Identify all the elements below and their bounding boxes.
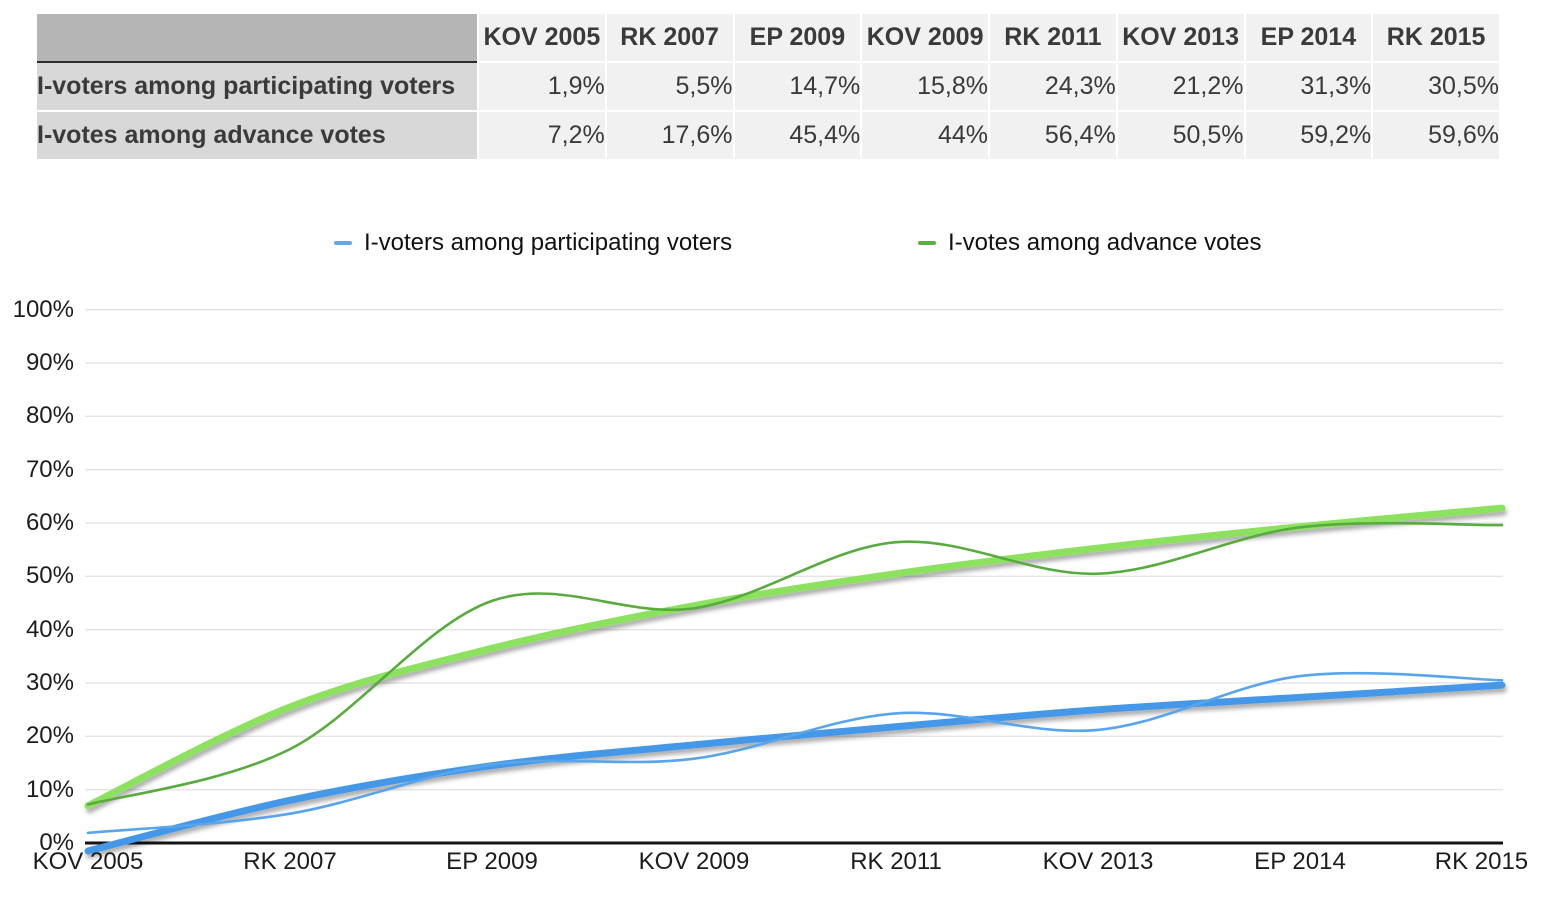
y-axis-label: 90% (25, 349, 74, 376)
table-cell: 30,5% (1373, 63, 1499, 110)
legend-label: I-voters among participating voters (364, 229, 733, 256)
series-line-1 (86, 521, 1504, 806)
legend-item-participating: I-voters among participating voters (334, 229, 732, 257)
x-axis-label: KOV 2013 (1042, 848, 1154, 875)
table-cell: 24,3% (990, 63, 1116, 110)
y-axis-label: 10% (25, 775, 74, 803)
table-cell: 21,2% (1117, 63, 1244, 110)
table-row: I-voters among participating voters 1,9%… (37, 63, 1499, 110)
y-axis-label: 80% (25, 402, 74, 430)
x-axis-label: EP 2014 (1254, 848, 1346, 875)
row-label-participating: I-voters among participating voters (37, 63, 477, 110)
series-line-0 (86, 671, 1504, 835)
table-cell: 17,6% (606, 112, 733, 159)
col-header-rk2007: RK 2007 (606, 14, 733, 61)
legend-label: I-votes among advance votes (948, 229, 1262, 256)
legend-item-advance: I-votes among advance votes (918, 229, 1262, 257)
y-axis-label: 100% (12, 295, 74, 323)
x-axis-label: RK 2015 (1434, 848, 1529, 875)
table-cell: 7,2% (479, 112, 605, 159)
table-cell: 14,7% (734, 63, 861, 110)
table-row: I-votes among advance votes 7,2% 17,6% 4… (37, 112, 1499, 159)
trend-line-0 (84, 681, 1506, 855)
x-axis-label: KOV 2009 (638, 848, 750, 875)
y-axis-label: 0% (39, 829, 74, 856)
table-cell: 1,9% (479, 63, 605, 110)
y-axis-label: 20% (25, 722, 74, 750)
col-header-kov2005: KOV 2005 (479, 14, 605, 61)
x-axis-label: RK 2011 (850, 848, 942, 875)
col-header-kov2013: KOV 2013 (1117, 14, 1244, 61)
col-header-rk2011: RK 2011 (990, 14, 1116, 61)
col-header-kov2009: KOV 2009 (862, 14, 988, 61)
x-axis-label: KOV 2005 (32, 848, 144, 875)
col-header-rk2015: RK 2015 (1373, 14, 1499, 61)
y-axis-label: 40% (25, 615, 74, 643)
x-axis-label: EP 2009 (446, 848, 538, 875)
corner-cell (37, 14, 477, 61)
table-cell: 5,5% (606, 63, 733, 110)
table-cell: 45,4% (734, 112, 861, 159)
ivoting-stats-table: KOV 2005 RK 2007 EP 2009 KOV 2009 RK 201… (35, 12, 1501, 161)
trend-line-1 (84, 504, 1506, 810)
y-axis-label: 30% (25, 669, 74, 696)
legend-dash-blue-icon (334, 241, 352, 245)
y-axis-label: 70% (25, 455, 74, 483)
col-header-ep2014: EP 2014 (1245, 14, 1372, 61)
col-header-ep2009: EP 2009 (734, 14, 861, 61)
table-header-row: KOV 2005 RK 2007 EP 2009 KOV 2009 RK 201… (37, 14, 1499, 61)
table-cell: 50,5% (1117, 112, 1244, 159)
legend-dash-green-icon (918, 241, 936, 245)
line-chart (84, 308, 1506, 855)
table-cell: 15,8% (862, 63, 988, 110)
x-axis-label: RK 2007 (243, 848, 337, 875)
y-axis-label: 60% (25, 509, 74, 536)
table-cell: 59,2% (1245, 112, 1372, 159)
table-cell: 31,3% (1245, 63, 1372, 110)
row-label-advance: I-votes among advance votes (37, 112, 477, 159)
table-cell: 44% (862, 112, 988, 159)
y-axis-label: 50% (25, 562, 74, 590)
table-cell: 56,4% (990, 112, 1116, 159)
table-cell: 59,6% (1373, 112, 1499, 159)
